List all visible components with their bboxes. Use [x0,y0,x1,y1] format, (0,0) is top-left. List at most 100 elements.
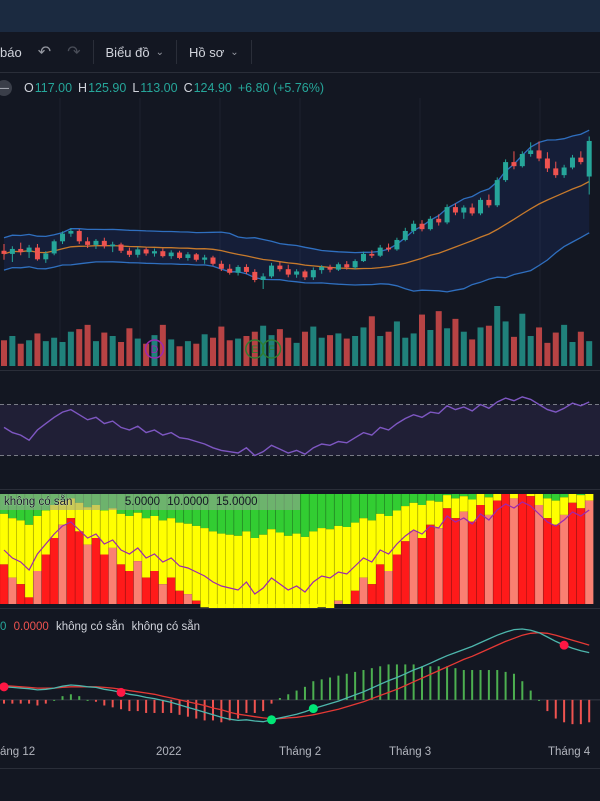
candle-body [269,265,275,277]
macd-histogram-bar [61,696,64,700]
alert-button[interactable]: báo [0,32,30,72]
ribbon-yellow-segment [250,538,259,608]
ribbon-yellow-segment [200,528,209,608]
ribbon-red-segment [75,531,84,604]
candle-body [478,199,484,214]
time-axis[interactable]: áng 12 2022 Tháng 2 Tháng 3 Tháng 4 [0,738,600,768]
ribbon-red-segment [417,538,427,604]
ribbon-yellow-segment [108,508,117,548]
ribbon-red-segment [158,584,168,604]
ribbon-red-segment [534,505,544,604]
ribbon-red-segment [125,571,134,604]
ribbon-red-segment [116,564,126,604]
volume-bar [343,338,350,366]
candle-body [227,268,233,273]
ribbon-red-segment [484,514,494,604]
volume-bar [59,342,66,366]
redo-button[interactable]: ↷ [59,32,88,72]
ribbon-yellow-segment [493,494,502,501]
candle-body [302,271,308,278]
ribbon-red-segment [434,528,443,604]
ribbon-green-segment [217,494,226,534]
volume-bar [410,333,417,366]
ribbon-green-segment [384,494,393,516]
candle-body [411,223,417,231]
macd-histogram-bar [345,673,348,700]
pane-divider[interactable] [0,370,600,371]
candle-body [427,218,433,230]
ribbon-yellow-segment [434,501,443,529]
ribbon-green-segment [309,494,318,532]
event-marker-label: E [251,344,258,356]
macd-histogram-bar [186,699,189,717]
volume-bar [427,330,434,366]
candle-body [26,247,32,253]
ribbon-yellow-segment [175,522,184,591]
candle-body [118,244,124,251]
ribbon-red-segment [83,544,92,604]
macd-histogram-bar [111,699,114,708]
volume-bar [293,342,300,366]
ribbon-green-segment [559,494,569,498]
ribbon-yellow-segment [292,533,301,608]
volume-bar [126,328,133,366]
ribbon-red-segment [192,600,201,604]
macd-histogram-bar [387,664,390,700]
macd-histogram-bar [212,699,214,721]
candle-body [68,230,74,234]
ribbon-green-segment [459,494,468,497]
macd-pane[interactable]: 0 0.0000 không có sẵn không có sẵn [0,609,600,738]
macd-na-2: không có sẵn [131,621,201,633]
rsi-pane[interactable] [0,371,600,489]
ribbon-legend: không có sẵn 5.0000 10.0000 15.0000 [4,496,258,508]
macd-histogram-bar [588,699,591,723]
macd-histogram-bar [44,699,47,704]
volume-bar [235,338,242,366]
macd-cross-marker [116,687,126,697]
ribbon-yellow-segment [225,534,234,608]
x-tick-label: 2022 [156,746,182,758]
volume-bar [84,324,91,366]
profile-menu-label: Hồ sơ [189,44,225,60]
candle-body [202,257,208,260]
ribbon-yellow-segment [543,498,552,519]
volume-bar [368,316,375,366]
pane-divider[interactable] [0,608,600,609]
macd-histogram-bar [253,699,256,713]
macd-histogram-bar [270,699,273,704]
macd-histogram-bar [437,666,440,700]
window-top-bar [0,0,600,32]
undo-button[interactable]: ↶ [30,32,59,72]
change-value: +6.80 (+5.76%) [237,81,325,95]
chart-menu-button[interactable]: Biểu đồ ⌄ [98,32,172,72]
macd-histogram-bar [69,694,72,700]
ribbon-yellow-segment [476,494,485,505]
ribbon-yellow-segment [41,510,50,555]
candle-body [494,180,500,206]
macd-histogram-bar [404,664,407,700]
candle-body [586,140,592,177]
ribbon-pane[interactable]: không có sẵn 5.0000 10.0000 15.0000 [0,490,600,608]
low-value: 113.00 [140,81,178,95]
macd-histogram-bar [471,670,474,700]
macd-histogram-bar [295,690,298,700]
ribbon-yellow-segment [309,531,318,608]
candle-body [544,158,550,169]
ribbon-yellow-segment [158,520,168,585]
profile-menu-button[interactable]: Hồ sơ ⌄ [181,32,247,72]
ribbon-red-segment [16,584,25,604]
pane-divider[interactable] [0,489,600,490]
candle-body [9,248,15,254]
candle-body [503,162,509,181]
macd-histogram-bar [94,699,97,702]
macd-histogram-bar [3,699,5,704]
minus-icon[interactable]: — [0,80,12,96]
ribbon-red-segment [108,547,117,604]
macd-histogram-bar [504,671,507,700]
ribbon-red-segment [576,508,586,604]
macd-histogram-bar [320,679,323,700]
ribbon-red-segment [175,590,184,604]
macd-histogram-bar [329,677,332,700]
macd-histogram-bar [546,699,549,712]
